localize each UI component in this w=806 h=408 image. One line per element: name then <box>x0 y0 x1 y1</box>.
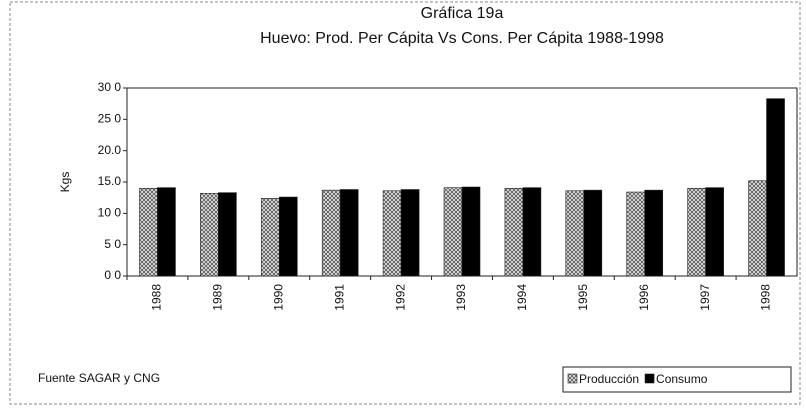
x-tick-label: 1993 <box>454 284 468 311</box>
bar <box>626 191 646 277</box>
y-tick-label: 5 0 <box>104 237 121 251</box>
bar <box>278 196 298 277</box>
bar <box>766 98 785 277</box>
bar <box>461 186 481 277</box>
x-tick-label: 1992 <box>393 284 407 311</box>
frame <box>9 1 801 405</box>
source-note: Fuente SAGAR y CNG <box>38 371 160 385</box>
bar <box>200 192 219 277</box>
legend-swatch <box>567 373 578 384</box>
y-tick-label: 10 0 <box>98 206 122 220</box>
bar <box>260 197 280 277</box>
y-axis-label: Kgs <box>58 172 72 193</box>
y-tick-label: 15.0 <box>98 174 122 188</box>
bar <box>382 190 402 277</box>
legend-swatch <box>644 373 655 384</box>
y-tick-label: 30 0 <box>98 80 122 94</box>
bar <box>139 187 158 277</box>
legend-label: Producción <box>579 372 639 386</box>
bar <box>522 187 542 277</box>
y-tick-label: 0 0 <box>104 268 121 282</box>
bar <box>321 189 341 277</box>
chart-subtitle: Huevo: Prod. Per Cápita Vs Cons. Per Cáp… <box>260 30 664 47</box>
legend-box <box>562 366 792 393</box>
bar <box>443 187 463 277</box>
bar <box>565 190 585 277</box>
y-tick-label: 20.0 <box>98 143 122 157</box>
bar <box>583 189 603 277</box>
x-tick-label: 1996 <box>637 284 651 311</box>
y-tick-label: 25 0 <box>98 112 122 126</box>
x-tick-label: 1991 <box>332 284 346 311</box>
x-tick-label: 1997 <box>698 284 712 311</box>
x-tick-label: 1995 <box>576 284 590 311</box>
bar <box>157 187 176 277</box>
legend-label: Consumo <box>656 372 708 386</box>
bar <box>400 189 420 277</box>
x-tick-label: 1989 <box>211 284 225 311</box>
x-tick-label: 1990 <box>271 284 285 311</box>
x-tick-label: 1988 <box>150 284 164 311</box>
bar <box>504 187 524 277</box>
x-tick-label: 1994 <box>515 284 529 311</box>
bar <box>687 187 706 277</box>
x-tick-label: 1998 <box>759 284 773 311</box>
bar <box>748 180 767 277</box>
bar <box>644 189 664 277</box>
bar <box>705 187 724 277</box>
chart-title: Gráfica 19a <box>421 5 504 22</box>
bar <box>339 189 359 277</box>
bar <box>218 192 237 277</box>
